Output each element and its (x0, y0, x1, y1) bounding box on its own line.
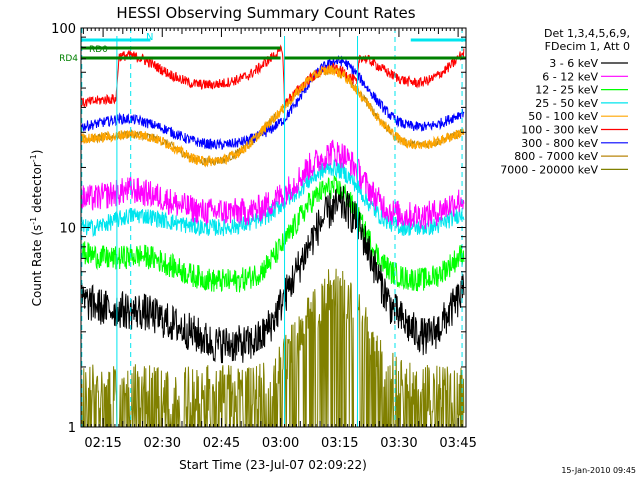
x-tick-label-0245: 02:45 (203, 436, 240, 451)
trace-300-to-800keV (81, 55, 465, 150)
legend-header-line-2: FDecim 1, Att 0 (545, 40, 630, 53)
legend-header-line-1: Det 1,3,4,5,6,9, (544, 27, 630, 40)
y-axis-label-exponent-1: -1 (29, 217, 38, 225)
x-tick-label-0300: 03:00 (262, 436, 299, 451)
legend-label-7: 800 - 7000 keV (514, 150, 598, 163)
y-tick-label-10: 10 (59, 222, 76, 237)
y-tick-label-1: 1 (68, 421, 76, 436)
flag-bars: N RD0 RD4 (59, 32, 466, 64)
trace-7000-to-20000keV (81, 268, 465, 427)
chart-title: HESSI Observing Summary Count Rates (116, 4, 415, 22)
x-tick-label-0330: 03:30 (380, 436, 417, 451)
trace-12-to-25keV (81, 175, 465, 293)
legend-label-2: 12 - 25 keV (535, 84, 598, 97)
y-axis-label-detector: detector (30, 162, 44, 217)
trace-6-to-12keV (81, 139, 465, 230)
legend-label-4: 50 - 100 keV (528, 110, 598, 123)
trace-3-to-6keV (81, 186, 465, 364)
trace-50-to-100keV (81, 65, 465, 168)
trace-100-to-300keV (81, 44, 465, 108)
x-axis-ticks: 02:15 02:30 02:45 03:00 03:15 03:30 03:45 (82, 28, 477, 451)
time-markers (81, 28, 463, 427)
x-axis-label: Start Time (23-Jul-07 02:09:22) (179, 458, 367, 472)
x-tick-label-0345: 03:45 (439, 436, 476, 451)
y-axis-label-main: Count Rate (s (30, 225, 44, 307)
y-axis-label-close: ) (30, 150, 44, 155)
y-axis-ticks: 1 10 100 (51, 22, 466, 436)
legend-label-3: 25 - 50 keV (535, 97, 598, 110)
y-tick-label-100: 100 (51, 22, 76, 37)
footer-timestamp: 15-Jan-2010 09:45 (561, 466, 636, 475)
flag-label-rd4: RD4 (59, 54, 78, 64)
chart-legend: Det 1,3,4,5,6,9, FDecim 1, Att 0 3 - 6 k… (500, 27, 630, 176)
legend-label-6: 300 - 800 keV (521, 137, 598, 150)
legend-label-5: 100 - 300 keV (521, 124, 598, 137)
data-traces (81, 44, 465, 427)
legend-label-8: 7000 - 20000 keV (500, 163, 598, 176)
y-axis-label-exponent-2: -1 (29, 154, 38, 162)
y-axis-label: Count Rate (s-1 detector-1) (29, 150, 44, 307)
flag-label-n: N (146, 32, 153, 43)
legend-label-1: 6 - 12 keV (542, 70, 598, 83)
x-tick-label-0215: 02:15 (84, 436, 121, 451)
legend-label-0: 3 - 6 keV (549, 57, 598, 70)
x-tick-label-0315: 03:15 (321, 436, 358, 451)
flag-label-rd0: RD0 (89, 45, 108, 55)
x-tick-label-0230: 02:30 (144, 436, 181, 451)
